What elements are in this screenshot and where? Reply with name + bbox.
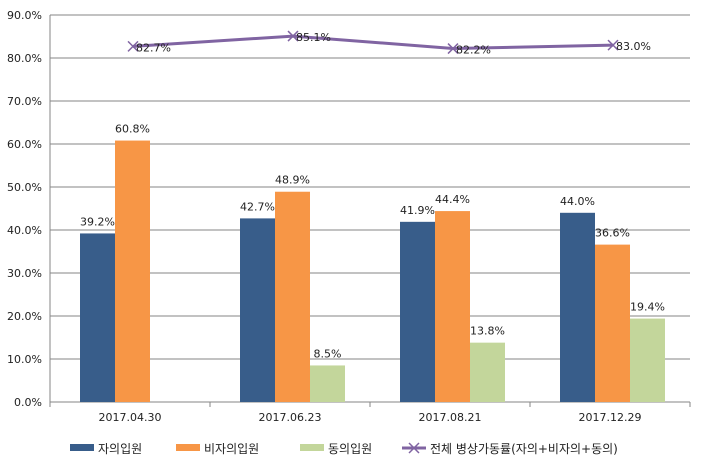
line-marker — [127, 40, 139, 52]
line-data-label: 82.7% — [136, 41, 171, 54]
y-tick-label: 90.0% — [7, 9, 42, 22]
marker-stroke — [607, 39, 619, 51]
legend-label: 비자의입원 — [204, 442, 259, 456]
x-tick-label: 2017.08.21 — [419, 411, 482, 424]
bar-data-label: 60.8% — [115, 123, 150, 136]
line-path — [132, 34, 614, 51]
line-series — [127, 30, 619, 55]
legend-swatch — [300, 444, 324, 451]
bar — [310, 365, 345, 402]
bar-data-label: 39.2% — [80, 215, 115, 228]
marker-stroke — [287, 30, 299, 42]
bar — [400, 221, 435, 402]
x-axis: 2017.04.30 2017.06.23 2017.08.21 2017.12.29 — [49, 401, 691, 424]
x-tick-label: 2017.12.29 — [579, 411, 642, 424]
bar — [240, 218, 275, 402]
line-marker — [447, 43, 459, 55]
bar-data-label: 36.6% — [595, 227, 630, 240]
bar-data-label: 44.4% — [435, 193, 470, 206]
line-data-label: 82.2% — [456, 44, 491, 57]
legend-item: 비자의입원 — [176, 442, 259, 456]
legend-label: 자의입원 — [98, 442, 142, 456]
y-tick-label: 60.0% — [7, 138, 42, 151]
line-marker — [287, 30, 299, 42]
marker-stroke — [127, 40, 139, 52]
data-labels: 39.2% 42.7% 41.9% 44.0% 60.8% 48.9% 44.4% 36.6%… — [80, 31, 665, 360]
bar — [470, 342, 505, 402]
bar-data-label: 13.8% — [470, 325, 505, 338]
legend-swatch — [70, 444, 94, 451]
y-axis: 0.0% 10.0% 20.0% 30.0% 40.0% 50.0% 60.0% 70.0% 8… — [7, 9, 51, 409]
legend: 자의입원 비자의입원 동의입원 전체 병상가동률(자의+비자의+동의) — [70, 442, 618, 456]
bar-data-label: 44.0% — [560, 195, 595, 208]
y-tick-label: 0.0% — [14, 396, 42, 409]
y-tick-label: 70.0% — [7, 95, 42, 108]
line-marker — [607, 39, 619, 51]
marker-stroke — [447, 43, 459, 55]
bar-data-label: 8.5% — [314, 347, 342, 360]
y-tick-label: 40.0% — [7, 224, 42, 237]
legend-marker — [408, 442, 420, 454]
bar-data-label: 42.7% — [240, 200, 275, 213]
y-tick-label: 10.0% — [7, 353, 42, 366]
bar — [435, 211, 470, 402]
bar — [115, 140, 150, 402]
y-tick-label: 80.0% — [7, 52, 42, 65]
legend-item: 전체 병상가동률(자의+비자의+동의) — [402, 442, 618, 456]
x-tick-label: 2017.04.30 — [99, 411, 162, 424]
line-data-label: 85.1% — [296, 31, 331, 44]
bar — [80, 233, 115, 402]
y-tick-label: 50.0% — [7, 181, 42, 194]
bars — [80, 140, 665, 402]
bar — [595, 244, 630, 402]
y-tick-label: 20.0% — [7, 310, 42, 323]
legend-label: 전체 병상가동률(자의+비자의+동의) — [430, 442, 618, 456]
y-tick-label: 30.0% — [7, 267, 42, 280]
legend-label: 동의입원 — [328, 442, 372, 456]
bar-data-label: 48.9% — [275, 174, 310, 187]
legend-swatch — [176, 444, 200, 451]
line-data-label: 83.0% — [616, 40, 651, 53]
bar-data-label: 41.9% — [400, 204, 435, 217]
bar — [560, 212, 595, 402]
legend-item: 자의입원 — [70, 442, 142, 456]
bar-data-label: 19.4% — [630, 301, 665, 314]
legend-item: 동의입원 — [300, 442, 372, 456]
gridlines — [50, 14, 690, 360]
x-tick-label: 2017.06.23 — [259, 411, 322, 424]
bar — [275, 191, 310, 402]
bar — [630, 318, 665, 402]
